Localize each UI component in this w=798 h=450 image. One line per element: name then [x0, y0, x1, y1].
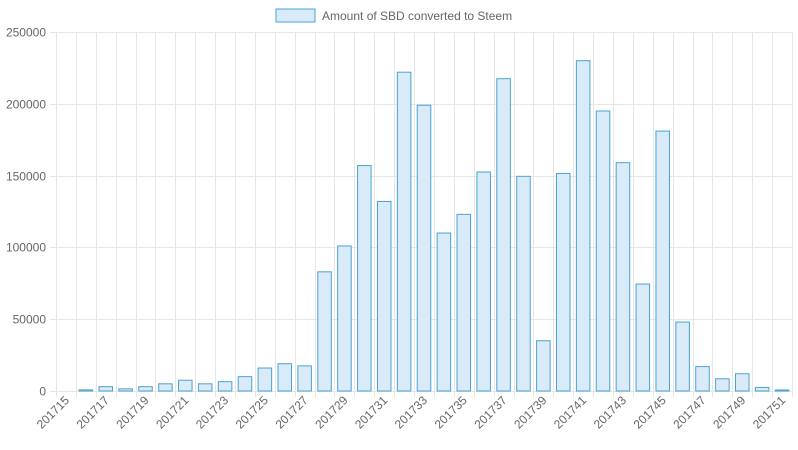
y-tick-label: 150000 — [6, 170, 46, 184]
y-tick-label: 0 — [39, 385, 46, 399]
y-tick-label: 50000 — [13, 313, 47, 327]
x-tick-label: 201719 — [113, 393, 151, 431]
x-tick-label: 201723 — [193, 393, 231, 431]
bar-201717[interactable] — [98, 386, 114, 392]
x-tick-label: 201743 — [591, 393, 629, 431]
bar-201729[interactable] — [337, 245, 352, 392]
bar-201720[interactable] — [158, 383, 173, 392]
x-axis: 201715 201717 201719 201721 201723 201725 2017… — [34, 393, 789, 431]
x-tick-label: 201715 — [34, 393, 72, 431]
bar-201728[interactable] — [317, 271, 332, 392]
bar-201747[interactable] — [695, 366, 710, 392]
bar-201746[interactable] — [675, 321, 690, 392]
x-tick-label: 201745 — [631, 393, 669, 431]
bar-201725[interactable] — [257, 367, 273, 392]
bar-201726[interactable] — [277, 363, 293, 392]
x-tick-label: 201747 — [670, 393, 708, 431]
x-tick-label: 201725 — [233, 393, 271, 431]
bar-201751[interactable] — [774, 389, 790, 392]
bar-201749[interactable] — [735, 373, 750, 392]
x-tick-label: 201729 — [312, 393, 350, 431]
bar-201733[interactable] — [416, 104, 432, 392]
bar-201724[interactable] — [237, 376, 253, 392]
x-tick-label: 201731 — [352, 393, 390, 431]
legend-label[interactable]: Amount of SBD converted to Steem — [322, 9, 512, 23]
bar-201718[interactable] — [118, 388, 133, 392]
bar-201737[interactable] — [496, 78, 511, 392]
x-tick-label: 201751 — [750, 393, 788, 431]
bar-201743[interactable] — [615, 162, 631, 392]
bar-201734[interactable] — [436, 232, 452, 392]
bar-201722[interactable] — [197, 383, 213, 392]
x-tick-label: 201749 — [710, 393, 748, 431]
grid-lines — [50, 32, 793, 397]
bar-201736[interactable] — [476, 171, 491, 392]
bar-201719[interactable] — [138, 386, 153, 392]
bar-201744[interactable] — [635, 283, 651, 392]
bar-201748[interactable] — [715, 378, 730, 392]
bar-201730[interactable] — [357, 165, 372, 392]
x-tick-label: 201733 — [392, 393, 430, 431]
bar-201740[interactable] — [555, 172, 571, 392]
bar-201738[interactable] — [516, 175, 531, 392]
bar-201727[interactable] — [297, 365, 312, 392]
x-tick-label: 201737 — [471, 393, 509, 431]
x-tick-label: 201741 — [551, 393, 589, 431]
legend[interactable]: Amount of SBD converted to Steem — [275, 8, 512, 23]
legend-swatch[interactable] — [275, 8, 316, 23]
bar-201723[interactable] — [217, 381, 233, 392]
bar-201731[interactable] — [376, 200, 392, 392]
bar-series — [78, 60, 790, 392]
bar-201721[interactable] — [178, 379, 193, 392]
bar-201750[interactable] — [754, 386, 770, 392]
bar-201716[interactable] — [78, 389, 94, 392]
bar-201745[interactable] — [655, 130, 670, 392]
x-tick-label: 201727 — [273, 393, 311, 431]
y-tick-label: 250000 — [6, 26, 46, 40]
x-tick-label: 201739 — [511, 393, 549, 431]
x-tick-label: 201735 — [432, 393, 470, 431]
y-axis: 0 50000 100000 150000 200000 250000 — [6, 26, 46, 399]
y-tick-label: 200000 — [6, 98, 46, 112]
x-tick-label: 201721 — [153, 393, 191, 431]
bar-201742[interactable] — [595, 110, 611, 392]
bar-201732[interactable] — [396, 71, 412, 392]
y-tick-label: 100000 — [6, 241, 46, 255]
bar-201739[interactable] — [536, 340, 551, 392]
bar-201735[interactable] — [456, 213, 472, 392]
x-tick-label: 201717 — [74, 393, 112, 431]
bar-201741[interactable] — [575, 60, 591, 392]
